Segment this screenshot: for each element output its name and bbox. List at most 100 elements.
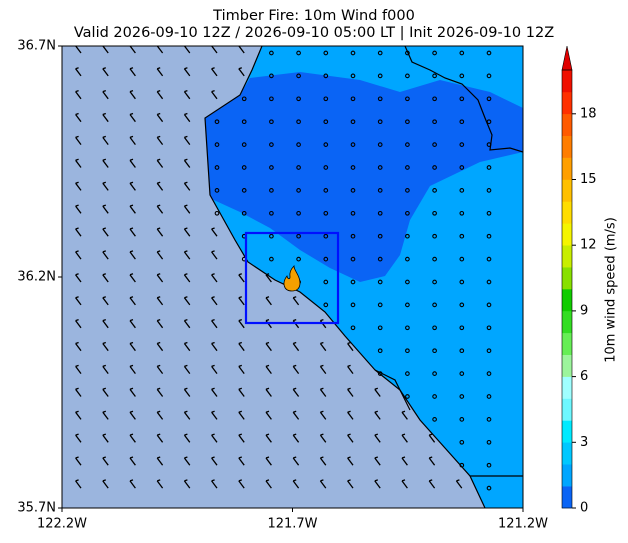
wind-barb bbox=[347, 456, 354, 466]
colorbar-band bbox=[562, 486, 572, 509]
calm-marker bbox=[432, 73, 437, 79]
calm-marker bbox=[459, 119, 465, 125]
colorbar-band bbox=[562, 332, 572, 355]
wind-barb bbox=[156, 273, 164, 283]
calm-marker bbox=[350, 302, 356, 308]
calm-marker bbox=[350, 210, 356, 216]
calm-marker bbox=[323, 50, 329, 56]
wind-barb bbox=[75, 158, 82, 168]
wind-barb bbox=[292, 479, 300, 489]
wind-barb bbox=[75, 67, 82, 77]
wind-barb bbox=[102, 479, 109, 489]
wind-barb bbox=[75, 181, 82, 191]
calm-marker bbox=[432, 96, 437, 102]
calm-marker bbox=[350, 50, 356, 56]
calm-marker bbox=[241, 142, 247, 147]
calm-marker bbox=[214, 119, 220, 125]
wind-barb bbox=[183, 273, 191, 283]
wind-barb bbox=[102, 89, 109, 100]
wind-barb bbox=[265, 364, 272, 374]
wind-barbs bbox=[75, 46, 492, 491]
calm-marker bbox=[459, 96, 465, 102]
calm-marker bbox=[486, 96, 492, 102]
calm-marker bbox=[405, 394, 410, 399]
wind-barb bbox=[183, 204, 191, 214]
wind-barb bbox=[347, 387, 354, 397]
calm-marker bbox=[486, 462, 492, 468]
wind-barb bbox=[211, 67, 218, 77]
calm-marker bbox=[323, 279, 329, 285]
wind-barb bbox=[129, 479, 136, 489]
calm-marker bbox=[377, 165, 383, 170]
wind-barb bbox=[211, 46, 218, 54]
wind-barb bbox=[401, 410, 408, 420]
wind-barb bbox=[211, 479, 218, 489]
colorbar-band bbox=[562, 201, 572, 224]
calm-marker bbox=[241, 96, 247, 102]
calm-marker bbox=[269, 142, 274, 147]
calm-marker bbox=[405, 348, 410, 354]
calm-marker bbox=[486, 210, 492, 216]
calm-marker bbox=[486, 417, 492, 422]
calm-marker bbox=[323, 73, 329, 79]
wind-barb bbox=[75, 479, 82, 489]
wind-barb bbox=[129, 410, 136, 420]
y-tick-label: 36.2N bbox=[17, 270, 56, 285]
wind-barb bbox=[183, 250, 191, 260]
wind-barb bbox=[156, 387, 164, 397]
calm-marker bbox=[214, 188, 220, 193]
wind-barb bbox=[374, 387, 381, 397]
wind-barb bbox=[455, 479, 463, 489]
wind-barb bbox=[183, 364, 191, 374]
wind-barb bbox=[183, 158, 191, 168]
calm-marker bbox=[486, 485, 492, 491]
wind-barb bbox=[211, 364, 218, 374]
wind-barb bbox=[156, 318, 164, 329]
calm-marker bbox=[486, 73, 492, 79]
calm-marker bbox=[432, 142, 437, 147]
wind-barb bbox=[265, 296, 272, 306]
calm-marker bbox=[459, 439, 465, 445]
wind-barb bbox=[211, 227, 218, 237]
ocean-mask bbox=[62, 46, 485, 508]
wind-barb bbox=[102, 135, 109, 145]
wind-barb bbox=[102, 250, 109, 260]
calm-marker bbox=[432, 371, 437, 376]
calm-marker bbox=[377, 210, 383, 216]
calm-marker bbox=[377, 50, 383, 56]
wind-barb bbox=[156, 158, 164, 168]
calm-marker bbox=[323, 142, 329, 147]
calm-marker bbox=[323, 256, 329, 262]
x-tick-label: 121.7W bbox=[267, 517, 317, 532]
colorbar-tick-label: 18 bbox=[580, 106, 597, 121]
map bbox=[62, 46, 523, 508]
wind-barb bbox=[156, 204, 164, 214]
wind-barb bbox=[292, 364, 300, 374]
wind-barb bbox=[102, 204, 109, 214]
calm-marker bbox=[323, 188, 329, 193]
calm-marker bbox=[214, 165, 220, 170]
wind-barb bbox=[156, 135, 164, 145]
wind-barb bbox=[319, 341, 327, 352]
calm-marker bbox=[269, 256, 274, 262]
calm-marker bbox=[350, 165, 356, 170]
wind-barb bbox=[183, 89, 191, 100]
calm-marker bbox=[269, 119, 274, 125]
wind-barb bbox=[102, 318, 109, 329]
wind-barb bbox=[292, 318, 300, 329]
wind-barb bbox=[156, 479, 164, 489]
calm-marker bbox=[350, 73, 356, 79]
calm-marker bbox=[459, 233, 465, 239]
colorbar-tick-label: 0 bbox=[580, 501, 588, 516]
wind-barb bbox=[75, 364, 82, 374]
calm-marker bbox=[405, 279, 410, 285]
wind-barb bbox=[319, 364, 327, 374]
wind-barb bbox=[319, 479, 327, 489]
wind-barb bbox=[102, 181, 109, 191]
calm-marker bbox=[296, 119, 301, 125]
wind-barb bbox=[401, 433, 408, 443]
calm-marker bbox=[459, 50, 465, 56]
county-line bbox=[404, 46, 523, 153]
wind-barb bbox=[265, 341, 272, 352]
calm-marker bbox=[459, 325, 465, 331]
